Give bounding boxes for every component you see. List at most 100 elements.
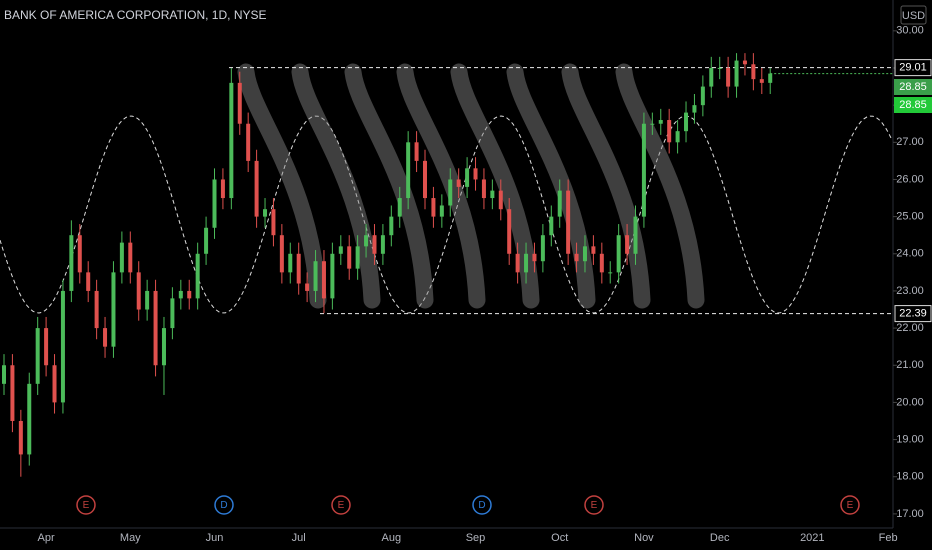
arc-drawing xyxy=(506,63,596,309)
candle-body xyxy=(448,179,453,206)
candle-body xyxy=(650,123,655,125)
chart-title: BANK OF AMERICA CORPORATION, 1D, NYSE xyxy=(4,8,267,22)
candle-body xyxy=(549,216,554,236)
candle-body xyxy=(364,235,369,247)
candle-body xyxy=(204,227,209,254)
x-tick-label: May xyxy=(120,532,141,544)
candle-body xyxy=(768,73,773,83)
candle-body xyxy=(439,205,444,217)
candle-body xyxy=(742,60,747,65)
candle-body xyxy=(305,283,310,291)
candle-body xyxy=(338,246,343,254)
candle-body xyxy=(136,272,141,310)
candle-body xyxy=(111,272,116,347)
event-label: E xyxy=(83,500,90,511)
candle-body xyxy=(153,290,158,366)
candle-body xyxy=(77,235,82,273)
candle-body xyxy=(625,235,630,254)
candle-body xyxy=(321,261,326,299)
candle-body xyxy=(532,253,537,262)
x-tick-label: Oct xyxy=(551,532,568,544)
candle-body xyxy=(52,365,57,403)
candle-body xyxy=(566,190,571,254)
candle-body xyxy=(557,190,562,217)
candle-body xyxy=(220,179,225,199)
candle-body xyxy=(751,64,756,80)
level-label: 22.39 xyxy=(899,308,927,320)
y-tick-label: 24.00 xyxy=(896,248,924,260)
candle-body xyxy=(641,123,646,217)
y-tick-label: 20.00 xyxy=(896,396,924,408)
candle-body xyxy=(187,290,192,299)
candle-body xyxy=(313,261,318,291)
candle-body xyxy=(35,328,40,384)
candle-body xyxy=(684,112,689,132)
candle-body xyxy=(667,120,672,143)
candle-body xyxy=(103,328,108,347)
candle-body xyxy=(271,209,276,236)
event-label: E xyxy=(847,500,854,511)
candle-body xyxy=(414,142,419,161)
event-marker xyxy=(214,495,234,515)
sine-drawing xyxy=(0,115,892,314)
candle-body xyxy=(709,67,714,87)
event-marker xyxy=(840,495,860,515)
candle-body xyxy=(481,179,486,199)
candle-body xyxy=(94,290,99,329)
price-label-box xyxy=(894,97,932,113)
candle-body xyxy=(591,246,596,254)
arc-drawing xyxy=(396,63,486,309)
candle-body xyxy=(616,235,621,273)
candle-body xyxy=(69,235,74,291)
candle-body xyxy=(254,160,259,217)
candle-body xyxy=(473,168,478,180)
candle-body xyxy=(86,272,91,291)
candle-body xyxy=(397,198,402,217)
candle-body xyxy=(246,123,251,161)
y-tick-label: 21.00 xyxy=(896,359,924,371)
candle-body xyxy=(490,190,495,199)
y-tick-label: 17.00 xyxy=(896,508,924,520)
x-tick-label: Aug xyxy=(382,532,402,544)
candle-body xyxy=(18,420,23,455)
price-label: 28.85 xyxy=(899,81,927,93)
candle-body xyxy=(540,235,545,262)
candle-body xyxy=(465,168,470,187)
candle-body xyxy=(44,328,49,366)
x-tick-label: Apr xyxy=(38,532,55,544)
candle-body xyxy=(119,242,124,273)
event-label: E xyxy=(338,500,345,511)
candle-body xyxy=(380,235,385,254)
candle-body xyxy=(178,290,183,299)
y-tick-label: 26.00 xyxy=(896,173,924,185)
candle-body xyxy=(608,272,613,274)
candle-body xyxy=(675,131,680,143)
event-label: D xyxy=(478,500,485,511)
price-label: 28.85 xyxy=(899,99,927,111)
x-tick-label: Sep xyxy=(466,532,486,544)
candle-body xyxy=(237,82,242,124)
candle-body xyxy=(229,82,234,199)
candle-body xyxy=(212,179,217,228)
x-tick-label: Feb xyxy=(879,532,898,544)
candle-body xyxy=(423,160,427,199)
candle-body xyxy=(574,253,579,262)
y-tick-label: 18.00 xyxy=(896,471,924,483)
candle-body xyxy=(524,253,529,273)
candle-body xyxy=(372,235,377,254)
y-tick-label: 19.00 xyxy=(896,433,924,445)
y-tick-label: 23.00 xyxy=(896,285,924,297)
x-tick-label: 2021 xyxy=(800,532,824,544)
candle-body xyxy=(263,209,268,217)
candle-body xyxy=(734,60,739,87)
candle-body xyxy=(726,67,731,87)
event-marker xyxy=(76,495,96,515)
candle-body xyxy=(128,242,133,273)
candle-body xyxy=(288,253,293,273)
x-tick-label: Jul xyxy=(292,532,306,544)
candle-body xyxy=(279,235,284,273)
arc-drawing xyxy=(344,63,434,309)
candle-body xyxy=(692,105,697,113)
candle-body xyxy=(456,179,461,187)
